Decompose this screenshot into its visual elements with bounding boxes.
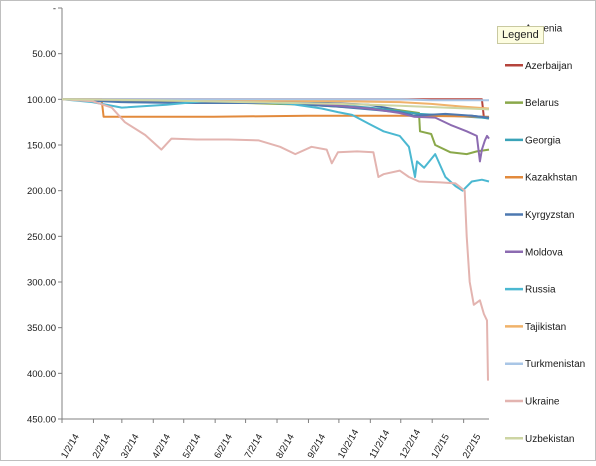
legend-label: Kazakhstan xyxy=(525,173,577,184)
legend-tooltip: Legend xyxy=(497,26,544,44)
legend-label: Azerbaijan xyxy=(525,61,572,72)
y-tick-label: 200.00 xyxy=(27,186,56,197)
legend-label: Belarus xyxy=(525,98,559,109)
legend-label: Kyrgyzstan xyxy=(525,210,574,221)
series-line-turkmenistan xyxy=(62,98,489,102)
series-line-uzbekistan xyxy=(61,98,490,111)
legend-label: Uzbekistan xyxy=(525,434,574,445)
series-line-moldova xyxy=(61,98,490,163)
legend-label: Ukraine xyxy=(525,397,560,408)
legend-label: Tajikistan xyxy=(525,322,566,333)
legend: Armenia Azerbaijan Belarus Georgia Kazakhsta… xyxy=(505,24,585,445)
series-line-ukraine xyxy=(61,98,489,381)
legend-label: Georgia xyxy=(525,135,561,146)
legend-label: Armenia xyxy=(525,24,563,35)
y-tick-label: - xyxy=(53,4,56,15)
y-tick-label: 100.00 xyxy=(27,95,56,106)
legend-label: Turkmenistan xyxy=(525,359,585,370)
y-tick-label: 450.00 xyxy=(27,415,56,426)
y-tick-label: 400.00 xyxy=(27,369,56,380)
legend-label: Russia xyxy=(525,285,556,296)
y-tick-label: 150.00 xyxy=(27,141,56,152)
y-tick-label: 50.00 xyxy=(32,49,56,60)
legend-label: Moldova xyxy=(525,247,563,258)
y-tick-label: 300.00 xyxy=(27,278,56,289)
series-lines xyxy=(61,98,490,381)
y-tick-label: 350.00 xyxy=(27,323,56,334)
y-tick-label: 250.00 xyxy=(27,232,56,243)
